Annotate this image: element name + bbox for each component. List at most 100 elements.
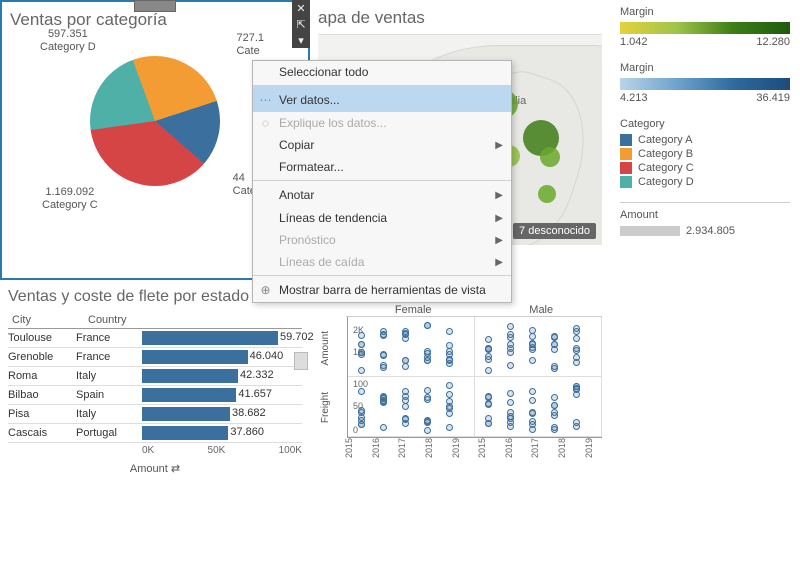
- scatter-point[interactable]: [402, 330, 409, 337]
- scatter-point[interactable]: [507, 362, 514, 369]
- scatter-point[interactable]: [529, 409, 536, 416]
- scatter-point[interactable]: [446, 391, 453, 398]
- gradient-bar-1[interactable]: [620, 22, 790, 34]
- legend-item[interactable]: Category D: [620, 176, 790, 188]
- scatter-point[interactable]: [507, 390, 514, 397]
- scatter-point[interactable]: [507, 399, 514, 406]
- legend-item[interactable]: Category C: [620, 162, 790, 174]
- legend-item[interactable]: Category A: [620, 134, 790, 146]
- scatter-point[interactable]: [446, 424, 453, 431]
- map-unknown-badge[interactable]: 7 desconocido: [513, 223, 596, 239]
- scatter-point[interactable]: [551, 402, 558, 409]
- scatter-point[interactable]: [424, 348, 431, 355]
- scatter-point[interactable]: [358, 367, 365, 374]
- scatter-cell[interactable]: [348, 317, 475, 377]
- context-menu-item[interactable]: Líneas de tendencia▶: [253, 207, 511, 229]
- scatter-point[interactable]: [529, 341, 536, 348]
- scatter-point[interactable]: [529, 397, 536, 404]
- scatter-point[interactable]: [551, 334, 558, 341]
- scatter-point[interactable]: [529, 333, 536, 340]
- scatter-point[interactable]: [358, 349, 365, 356]
- scatter-point[interactable]: [529, 426, 536, 433]
- scatter-point[interactable]: [446, 342, 453, 349]
- scatter-point[interactable]: [507, 423, 514, 430]
- scrollbar-thumb[interactable]: [294, 352, 308, 370]
- scatter-point[interactable]: [402, 403, 409, 410]
- scatter-point[interactable]: [424, 427, 431, 434]
- table-row[interactable]: Pisa Italy 38.682: [8, 405, 302, 424]
- scatter-point[interactable]: [573, 347, 580, 354]
- map-bubble[interactable]: [540, 147, 560, 167]
- scatter-point[interactable]: [358, 341, 365, 348]
- scatter-point[interactable]: [402, 363, 409, 370]
- scatter-point[interactable]: [358, 417, 365, 424]
- scatter-point[interactable]: [446, 328, 453, 335]
- scatter-point[interactable]: [573, 385, 580, 392]
- context-menu-item[interactable]: Copiar▶: [253, 134, 511, 156]
- scatter-point[interactable]: [485, 336, 492, 343]
- scatter-point[interactable]: [529, 357, 536, 364]
- context-menu-item[interactable]: Formatear...: [253, 156, 511, 178]
- scatter-point[interactable]: [485, 345, 492, 352]
- scatter-point[interactable]: [573, 325, 580, 332]
- scatter-point[interactable]: [507, 341, 514, 348]
- scatter-point[interactable]: [380, 398, 387, 405]
- bar[interactable]: 42.332: [142, 369, 238, 383]
- bar[interactable]: 41.657: [142, 388, 236, 402]
- amount-size-bar[interactable]: [620, 226, 680, 236]
- scatter-cell[interactable]: [475, 377, 602, 437]
- scatter-point[interactable]: [446, 357, 453, 364]
- bar[interactable]: 38.682: [142, 407, 230, 421]
- scatter-cell[interactable]: [475, 317, 602, 377]
- context-menu-item[interactable]: Seleccionar todo: [253, 61, 511, 83]
- scatter-point[interactable]: [446, 382, 453, 389]
- scatter-cell[interactable]: [348, 377, 475, 437]
- gradient-bar-2[interactable]: [620, 78, 790, 90]
- legend-item[interactable]: Category B: [620, 148, 790, 160]
- cell-country: France: [76, 351, 142, 363]
- context-menu-item[interactable]: ⊕Mostrar barra de herramientas de vista: [253, 275, 511, 302]
- bar[interactable]: 59.702: [142, 331, 278, 345]
- cell-city: Grenoble: [8, 351, 76, 363]
- map-bubble[interactable]: [538, 185, 556, 203]
- table-row[interactable]: Bilbao Spain 41.657: [8, 386, 302, 405]
- scatter-point[interactable]: [424, 322, 431, 329]
- legend-amount: Amount 2.934.805: [620, 209, 790, 237]
- scatter-point[interactable]: [485, 401, 492, 408]
- scatter-point[interactable]: [402, 415, 409, 422]
- scatter-point[interactable]: [507, 323, 514, 330]
- drag-handle[interactable]: [134, 0, 176, 12]
- pie-chart[interactable]: 597.351Category D 727.1Cate 1.169.092Cat…: [70, 36, 240, 206]
- scatter-point[interactable]: [551, 346, 558, 353]
- close-icon[interactable]: ✕: [292, 0, 310, 16]
- scatter-point[interactable]: [380, 364, 387, 371]
- context-menu-item[interactable]: ⋯Ver datos...: [253, 85, 511, 112]
- scatter-point[interactable]: [529, 388, 536, 395]
- scatter-point[interactable]: [424, 418, 431, 425]
- scatter-point[interactable]: [424, 396, 431, 403]
- table-row[interactable]: Roma Italy 42.332: [8, 367, 302, 386]
- scatter-point[interactable]: [358, 388, 365, 395]
- pie-graphic[interactable]: [90, 56, 220, 186]
- scatter-point[interactable]: [573, 359, 580, 366]
- scatter-point[interactable]: [485, 367, 492, 374]
- scatter-point[interactable]: [573, 419, 580, 426]
- scatter-point[interactable]: [358, 332, 365, 339]
- context-menu-item[interactable]: Anotar▶: [253, 180, 511, 207]
- menu-icon[interactable]: ▾: [292, 32, 310, 48]
- scatter-point[interactable]: [573, 335, 580, 342]
- table-row[interactable]: Cascais Portugal 37.860: [8, 424, 302, 443]
- scatter-point[interactable]: [424, 357, 431, 364]
- bar[interactable]: 46.040: [142, 350, 248, 364]
- scatter-point[interactable]: [380, 424, 387, 431]
- table-row[interactable]: Toulouse France 59.702: [8, 329, 302, 348]
- sort-icon[interactable]: ⇄: [171, 463, 180, 475]
- scatter-point[interactable]: [551, 363, 558, 370]
- scatter-point[interactable]: [507, 331, 514, 338]
- scatter-point[interactable]: [551, 394, 558, 401]
- table-row[interactable]: Grenoble France 46.040: [8, 348, 302, 367]
- popout-icon[interactable]: ⇱: [292, 16, 310, 32]
- bar[interactable]: 37.860: [142, 426, 228, 440]
- scatter-point[interactable]: [358, 409, 365, 416]
- scatter-grid[interactable]: [347, 317, 602, 438]
